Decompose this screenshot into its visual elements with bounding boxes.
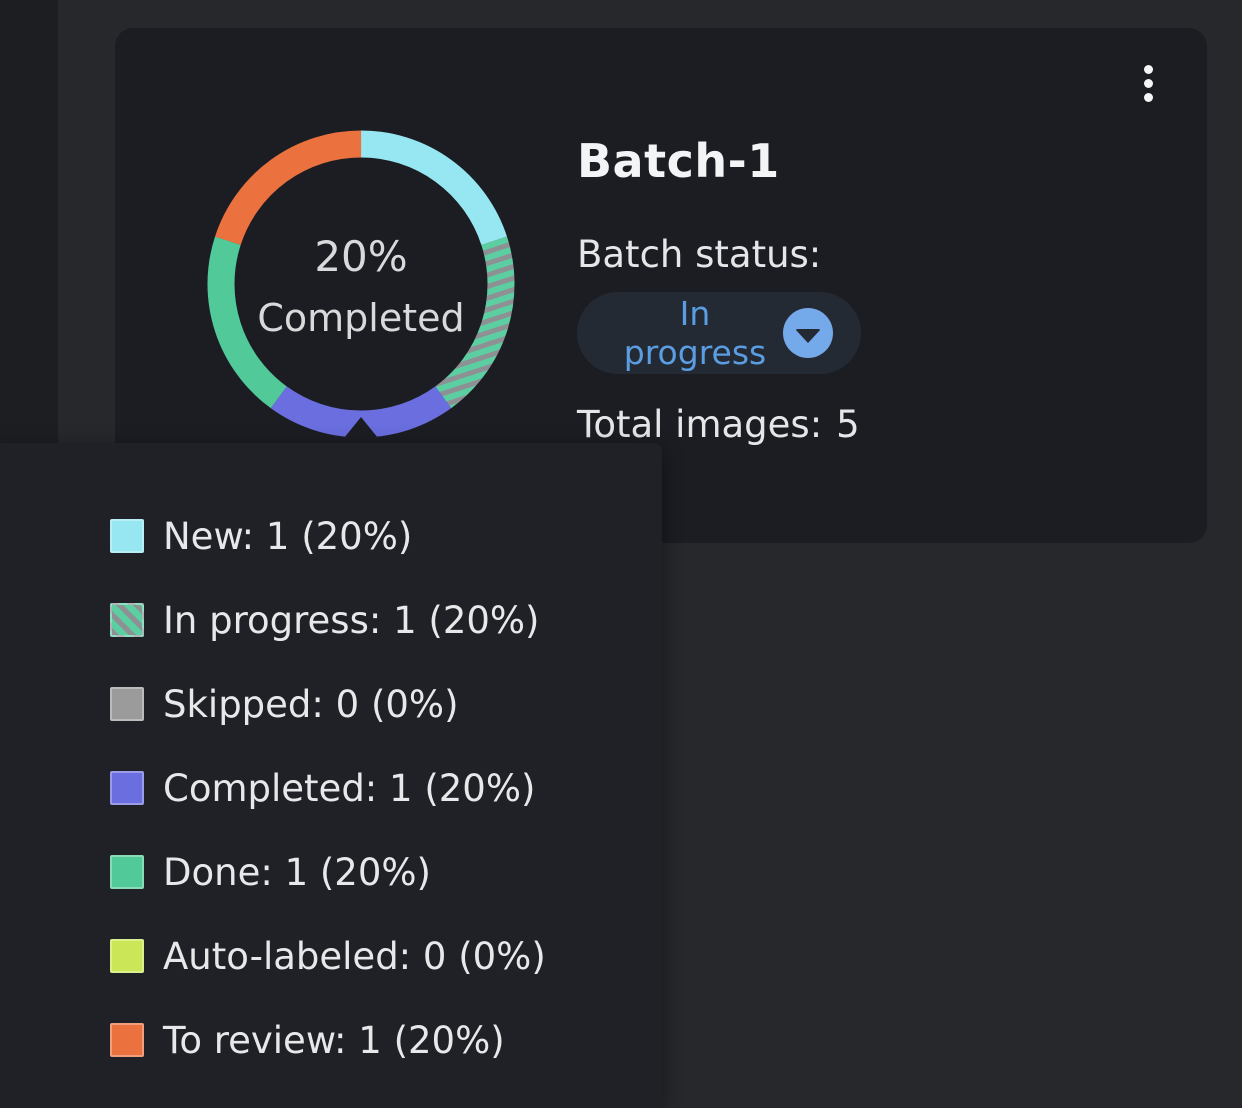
legend-text: Completed: 1 (20%) (163, 766, 536, 810)
legend-text: Skipped: 0 (0%) (163, 682, 459, 726)
status-dropdown[interactable]: In progress (577, 292, 861, 374)
status-value: In progress (623, 294, 767, 372)
legend-text: Auto-labeled: 0 (0%) (163, 934, 546, 978)
legend-swatch-icon (110, 1023, 144, 1057)
donut-segment-to-review[interactable] (207, 130, 515, 438)
kebab-menu-icon (1143, 92, 1153, 102)
legend-text: In progress: 1 (20%) (163, 598, 540, 642)
legend-text: To review: 1 (20%) (163, 1018, 505, 1062)
legend-item: Auto-labeled: 0 (0%) (110, 914, 662, 998)
legend-swatch-icon (110, 603, 144, 637)
legend-tooltip: New: 1 (20%) In progress: 1 (20%) Skipped:… (0, 443, 662, 1108)
kebab-menu-button[interactable] (1128, 58, 1168, 108)
donut-segment-in-progress[interactable] (207, 130, 515, 438)
legend-swatch-icon (110, 519, 144, 553)
legend-text: New: 1 (20%) (163, 514, 413, 558)
total-images-row: Total images: 5 (577, 403, 860, 446)
kebab-menu-icon (1143, 64, 1153, 74)
legend-swatch-icon (110, 687, 144, 721)
donut-bottom-notch (344, 417, 378, 438)
total-images-value: 5 (836, 403, 860, 446)
legend-item: Skipped: 0 (0%) (110, 662, 662, 746)
legend-item: Completed: 1 (20%) (110, 746, 662, 830)
donut-segment-done[interactable] (207, 130, 515, 438)
total-images-label: Total images: (577, 403, 823, 446)
legend-item: Done: 1 (20%) (110, 830, 662, 914)
chevron-down-icon (795, 329, 821, 343)
legend-swatch-icon (110, 771, 144, 805)
legend-item: To review: 1 (20%) (110, 998, 662, 1082)
donut-chart-svg (207, 130, 515, 438)
legend-swatch-icon (110, 855, 144, 889)
legend-swatch-icon (110, 939, 144, 973)
status-chevron-button[interactable] (783, 308, 833, 358)
donut-segment-completed[interactable] (207, 130, 515, 438)
legend-item: New: 1 (20%) (110, 494, 662, 578)
batch-status-label: Batch status: (577, 233, 822, 276)
legend-item: In progress: 1 (20%) (110, 578, 662, 662)
kebab-menu-icon (1143, 78, 1153, 88)
left-panel-edge (0, 0, 58, 443)
legend-list: New: 1 (20%) In progress: 1 (20%) Skipped:… (110, 494, 662, 1082)
legend-text: Done: 1 (20%) (163, 850, 431, 894)
batch-title: Batch-1 (577, 134, 780, 188)
donut-chart[interactable]: 20% Completed (207, 130, 515, 438)
